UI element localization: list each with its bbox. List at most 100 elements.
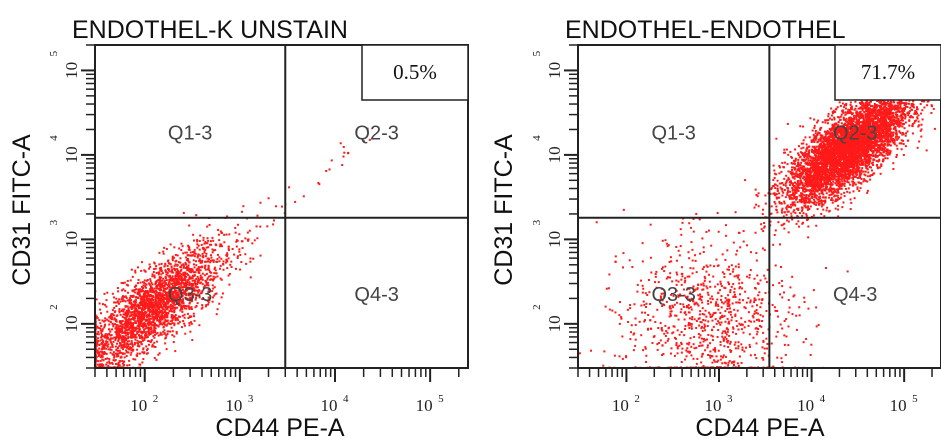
data-point bbox=[114, 301, 117, 304]
data-point bbox=[817, 200, 820, 203]
data-point bbox=[125, 310, 128, 313]
data-point bbox=[140, 321, 143, 324]
data-point bbox=[151, 343, 154, 346]
data-point bbox=[142, 318, 145, 321]
data-point bbox=[140, 290, 143, 293]
data-point bbox=[923, 106, 926, 109]
data-point bbox=[177, 301, 180, 304]
data-point bbox=[792, 176, 795, 179]
data-point bbox=[206, 242, 209, 245]
data-point bbox=[150, 282, 153, 285]
data-point bbox=[744, 179, 747, 182]
data-point bbox=[119, 335, 122, 338]
data-point bbox=[99, 350, 102, 353]
data-point bbox=[124, 318, 127, 321]
data-point bbox=[137, 320, 140, 323]
data-point bbox=[165, 334, 168, 337]
data-point bbox=[156, 309, 159, 312]
data-point bbox=[173, 315, 176, 318]
data-point bbox=[138, 314, 141, 317]
data-point bbox=[845, 117, 848, 120]
data-point bbox=[256, 237, 259, 240]
data-point bbox=[280, 205, 283, 208]
data-point bbox=[826, 138, 829, 141]
data-point bbox=[820, 212, 823, 215]
data-point bbox=[120, 327, 123, 330]
data-point bbox=[190, 277, 193, 280]
data-point bbox=[188, 292, 191, 295]
data-point bbox=[212, 296, 215, 299]
data-point bbox=[227, 248, 230, 251]
data-point bbox=[174, 318, 177, 321]
data-point bbox=[140, 285, 143, 288]
data-point bbox=[868, 166, 871, 169]
data-point bbox=[121, 300, 124, 303]
data-point bbox=[159, 305, 162, 308]
data-point bbox=[195, 296, 198, 299]
data-point bbox=[118, 341, 121, 344]
data-point bbox=[199, 269, 202, 272]
data-point bbox=[856, 188, 859, 191]
data-point bbox=[116, 301, 119, 304]
data-point bbox=[101, 329, 104, 332]
data-point bbox=[166, 323, 169, 326]
y-tick-exponent: 4 bbox=[48, 135, 60, 141]
data-point bbox=[185, 263, 188, 266]
data-point bbox=[897, 106, 900, 109]
data-point bbox=[185, 294, 188, 297]
data-point bbox=[179, 269, 182, 272]
data-point bbox=[171, 268, 174, 271]
data-point bbox=[171, 256, 174, 259]
data-point bbox=[810, 190, 813, 193]
data-point bbox=[897, 137, 900, 140]
data-point bbox=[145, 349, 148, 352]
data-point bbox=[218, 256, 221, 259]
data-point bbox=[145, 297, 148, 300]
data-point bbox=[112, 314, 115, 317]
data-point bbox=[137, 316, 140, 319]
data-point bbox=[127, 313, 130, 316]
data-point bbox=[189, 271, 192, 274]
data-point bbox=[165, 273, 168, 276]
data-point bbox=[195, 293, 198, 296]
data-point bbox=[141, 312, 144, 315]
data-point bbox=[227, 245, 230, 248]
data-point bbox=[908, 119, 911, 122]
data-point bbox=[147, 339, 150, 342]
data-point bbox=[172, 282, 175, 285]
data-point bbox=[158, 303, 161, 306]
data-point bbox=[147, 306, 150, 309]
data-point bbox=[196, 286, 199, 289]
data-point bbox=[165, 348, 168, 351]
data-point bbox=[176, 306, 179, 309]
data-point bbox=[96, 342, 99, 345]
data-point bbox=[172, 306, 175, 309]
data-point bbox=[848, 127, 851, 130]
data-point bbox=[854, 121, 857, 124]
data-point bbox=[141, 318, 144, 321]
data-point bbox=[171, 301, 174, 304]
data-point bbox=[154, 329, 157, 332]
data-point bbox=[161, 292, 164, 295]
data-point bbox=[106, 340, 109, 343]
data-point bbox=[152, 298, 155, 301]
data-point bbox=[126, 346, 129, 349]
data-point bbox=[120, 326, 123, 329]
data-point bbox=[101, 338, 104, 341]
data-point bbox=[128, 331, 131, 334]
data-point bbox=[852, 172, 855, 175]
data-point bbox=[144, 285, 147, 288]
data-point bbox=[126, 279, 129, 282]
data-point bbox=[904, 115, 907, 118]
data-point bbox=[185, 251, 188, 254]
data-point bbox=[171, 293, 174, 296]
data-point bbox=[198, 258, 201, 261]
data-point bbox=[100, 333, 103, 336]
data-point bbox=[177, 275, 180, 278]
data-point bbox=[155, 297, 158, 300]
data-point bbox=[141, 310, 144, 313]
data-point bbox=[124, 289, 127, 292]
data-point bbox=[880, 152, 883, 155]
data-point bbox=[810, 150, 813, 153]
data-point bbox=[174, 263, 177, 266]
